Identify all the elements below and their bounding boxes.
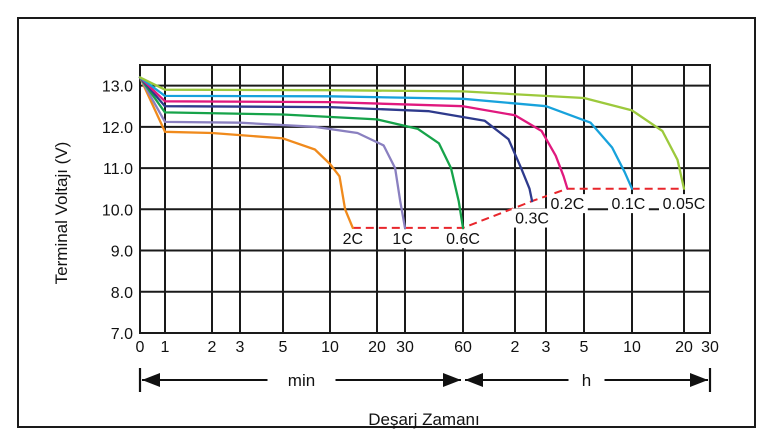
x-axis-label: Deşarj Zamanı [368,410,479,429]
series-label-0.6C: 0.6C [446,231,480,248]
y-axis-label: Terminal Voltajı (V) [52,142,71,285]
series-label-2C: 2C [343,231,363,248]
y-tick-label: 8.0 [111,285,133,302]
x-tick-label: 30 [396,339,414,356]
series-label-0.3C: 0.3C [515,211,549,228]
x-tick-label: 5 [580,339,589,356]
x-tick-label: 5 [279,339,288,356]
series-line-0.6C [138,76,465,230]
arrow-right-icon [443,373,461,387]
y-tick-label: 10.0 [102,202,133,219]
plot-area-border [139,64,711,334]
series-line-0.05C [138,76,686,190]
y-tick-labels: 7.0 8.0 9.0 10.0 11.0 12.0 13.0 [102,79,133,343]
x-tick-label: 2 [208,339,217,356]
arrow-left-icon [465,373,483,387]
x-tick-label: 60 [454,339,472,356]
series-label-bg [608,194,649,214]
x-tick-label: 3 [542,339,551,356]
series-label-0.1C: 0.1C [612,196,646,213]
range-label-h: h [582,371,591,390]
x-tick-label: 3 [236,339,245,356]
x-tick-labels: 0 1 2 3 5 10 20 30 60 2 3 5 10 20 30 [136,339,719,356]
x-tick-label: 20 [675,339,693,356]
series-group [138,76,686,230]
range-label-min: min [288,371,315,390]
x-tick-label: 1 [161,339,170,356]
series-label-bg [511,208,553,228]
series-line-2C [138,76,354,230]
series-label-bg [391,229,414,249]
series-label-0.05C: 0.05C [663,196,706,213]
arrow-right-icon [690,373,708,387]
series-label-0.2C: 0.2C [551,196,585,213]
series-line-0.1C [138,76,634,190]
series-label-bg [659,194,709,214]
y-tick-label: 11.0 [103,161,133,178]
y-tick-label: 13.0 [102,79,133,96]
y-tick-label: 12.0 [102,120,133,137]
series-labels: 2C 1C 0.6C 0.3C0.2C 0.1C 0.05C [341,194,709,249]
plot-border [139,64,711,334]
series-label-bg [341,229,365,249]
x-tick-label: 20 [368,339,386,356]
series-label-bg [547,194,588,214]
series-line-0.2C [138,76,569,190]
x-tick-label: 10 [321,339,339,356]
y-tick-label: 7.0 [111,326,133,343]
series-line-1C [138,76,407,230]
x-tick-label: 30 [701,339,719,356]
x-tick-label: 10 [623,339,641,356]
series-line-0.3C [138,76,534,203]
arrow-left-icon [142,373,160,387]
x-tick-label: 2 [511,339,520,356]
y-tick-label: 9.0 [111,244,133,261]
x-tick-label: 0 [136,339,145,356]
series-label-1C: 1C [392,231,412,248]
range-arrows: min h [138,368,712,392]
series-label-bg [442,229,484,249]
